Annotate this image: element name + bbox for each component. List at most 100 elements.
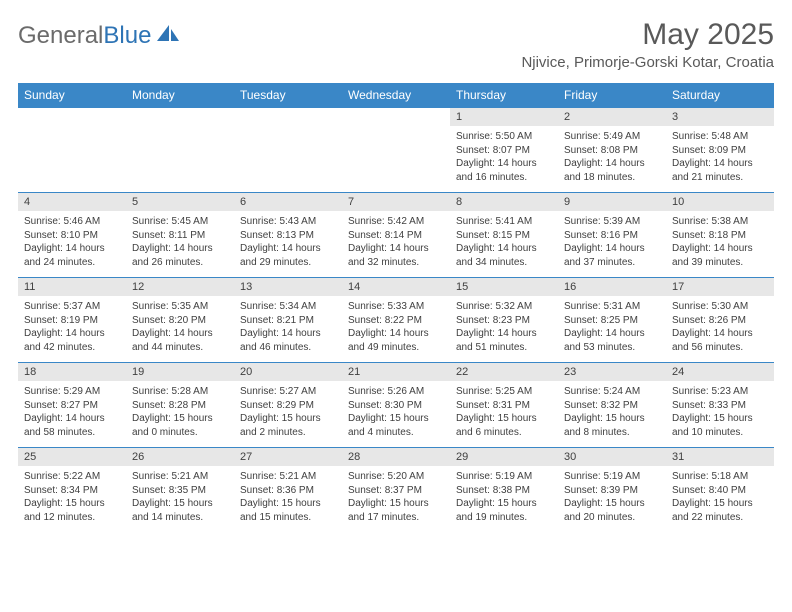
day-number: 31 <box>666 448 774 467</box>
daylight-text: Daylight: 14 hours and 44 minutes. <box>132 328 213 353</box>
sunrise-text: Sunrise: 5:28 AM <box>132 386 208 397</box>
calendar-table: SundayMondayTuesdayWednesdayThursdayFrid… <box>18 83 774 532</box>
day-details: Sunrise: 5:39 AMSunset: 8:16 PMDaylight:… <box>558 211 666 278</box>
day-details: Sunrise: 5:18 AMSunset: 8:40 PMDaylight:… <box>666 466 774 532</box>
day-header: Tuesday <box>234 83 342 108</box>
day-details <box>126 126 234 193</box>
sunset-text: Sunset: 8:30 PM <box>348 400 422 411</box>
sunset-text: Sunset: 8:14 PM <box>348 230 422 241</box>
daynum-row: 11121314151617 <box>18 278 774 297</box>
daylight-text: Daylight: 15 hours and 20 minutes. <box>564 498 645 523</box>
sunrise-text: Sunrise: 5:29 AM <box>24 386 100 397</box>
day-number: 21 <box>342 363 450 382</box>
daynum-row: 18192021222324 <box>18 363 774 382</box>
day-header: Wednesday <box>342 83 450 108</box>
day-number: 7 <box>342 193 450 212</box>
daylight-text: Daylight: 15 hours and 19 minutes. <box>456 498 537 523</box>
day-details: Sunrise: 5:27 AMSunset: 8:29 PMDaylight:… <box>234 381 342 448</box>
sunrise-text: Sunrise: 5:35 AM <box>132 301 208 312</box>
sunrise-text: Sunrise: 5:20 AM <box>348 471 424 482</box>
day-details: Sunrise: 5:22 AMSunset: 8:34 PMDaylight:… <box>18 466 126 532</box>
details-row: Sunrise: 5:22 AMSunset: 8:34 PMDaylight:… <box>18 466 774 532</box>
location: Njivice, Primorje-Gorski Kotar, Croatia <box>521 54 774 71</box>
sunrise-text: Sunrise: 5:25 AM <box>456 386 532 397</box>
daylight-text: Daylight: 14 hours and 51 minutes. <box>456 328 537 353</box>
sunrise-text: Sunrise: 5:42 AM <box>348 216 424 227</box>
sunrise-text: Sunrise: 5:48 AM <box>672 131 748 142</box>
sunrise-text: Sunrise: 5:21 AM <box>240 471 316 482</box>
day-details: Sunrise: 5:43 AMSunset: 8:13 PMDaylight:… <box>234 211 342 278</box>
sunset-text: Sunset: 8:33 PM <box>672 400 746 411</box>
daylight-text: Daylight: 15 hours and 17 minutes. <box>348 498 429 523</box>
day-details: Sunrise: 5:28 AM Sunset: 8:28 PM Daylight:… <box>126 381 234 448</box>
sunset-text: Sunset: 8:11 PM <box>132 230 205 241</box>
sunrise-text: Sunrise: 5:43 AM <box>240 216 316 227</box>
sunset-text: Sunset: 8:25 PM <box>564 315 638 326</box>
day-number: 24 <box>666 363 774 382</box>
daylight-text: Daylight: 14 hours and 42 minutes. <box>24 328 105 353</box>
day-details: Sunrise: 5:32 AM Sunset: 8:23 PM Daylight:… <box>450 296 558 363</box>
sunrise-text: Sunrise: 5:32 AM <box>456 301 532 312</box>
day-number <box>342 108 450 127</box>
day-number: 5 <box>126 193 234 212</box>
day-header: Thursday <box>450 83 558 108</box>
sunrise-text: Sunrise: 5:34 AM <box>240 301 316 312</box>
day-number: 17 <box>666 278 774 297</box>
sunset-text: Sunset: 8:08 PM <box>564 145 638 156</box>
daylight-text: Daylight: 15 hours and 15 minutes. <box>240 498 321 523</box>
day-details: Sunrise: 5:34 AMSunset: 8:21 PMDaylight:… <box>234 296 342 363</box>
day-number: 25 <box>18 448 126 467</box>
day-details: Sunrise: 5:41 AMSunset: 8:15 PMDaylight:… <box>450 211 558 278</box>
sunset-text: Sunset: 8:21 PM <box>240 315 314 326</box>
day-number: 19 <box>126 363 234 382</box>
daynum-row: 123 <box>18 108 774 127</box>
daylight-text: Daylight: 15 hours and 2 minutes. <box>240 413 321 438</box>
daylight-text: Daylight: 14 hours and 34 minutes. <box>456 243 537 268</box>
day-header: Monday <box>126 83 234 108</box>
day-details: Sunrise: 5:38 AMSunset: 8:18 PMDaylight:… <box>666 211 774 278</box>
daylight-text: Daylight: 15 hours and 8 minutes. <box>564 413 645 438</box>
day-details <box>18 126 126 193</box>
day-details: Sunrise: 5:49 AMSunset: 8:08 PMDaylight:… <box>558 126 666 193</box>
day-details: Sunrise: 5:50 AMSunset: 8:07 PMDaylight:… <box>450 126 558 193</box>
day-header: Sunday <box>18 83 126 108</box>
day-number: 22 <box>450 363 558 382</box>
day-details: Sunrise: 5:26 AMSunset: 8:30 PMDaylight:… <box>342 381 450 448</box>
sunset-text: Sunset: 8:38 PM <box>456 485 530 496</box>
sunrise-text: Sunrise: 5:18 AM <box>672 471 748 482</box>
daylight-text: Daylight: 15 hours and 0 minutes. <box>132 413 213 438</box>
day-details: Sunrise: 5:19 AMSunset: 8:39 PMDaylight:… <box>558 466 666 532</box>
day-header: Friday <box>558 83 666 108</box>
sunset-text: Sunset: 8:15 PM <box>456 230 530 241</box>
day-details: Sunrise: 5:48 AMSunset: 8:09 PMDaylight:… <box>666 126 774 193</box>
daylight-text: Daylight: 14 hours and 53 minutes. <box>564 328 645 353</box>
daylight-text: Daylight: 14 hours and 49 minutes. <box>348 328 429 353</box>
daylight-text: Daylight: 15 hours and 4 minutes. <box>348 413 429 438</box>
day-number: 9 <box>558 193 666 212</box>
day-details: Sunrise: 5:42 AMSunset: 8:14 PMDaylight:… <box>342 211 450 278</box>
day-details: Sunrise: 5:30 AMSunset: 8:26 PMDaylight:… <box>666 296 774 363</box>
sunset-text: Sunset: 8:29 PM <box>240 400 314 411</box>
daylight-text: Daylight: 15 hours and 22 minutes. <box>672 498 753 523</box>
daylight-text: Daylight: 14 hours and 37 minutes. <box>564 243 645 268</box>
day-header-row: SundayMondayTuesdayWednesdayThursdayFrid… <box>18 83 774 108</box>
sunrise-text: Sunrise: 5:33 AM <box>348 301 424 312</box>
day-number: 6 <box>234 193 342 212</box>
sunset-text: Sunset: 8:35 PM <box>132 485 206 496</box>
sunset-text: Sunset: 8:23 PM <box>456 315 530 326</box>
sunset-text: Sunset: 8:36 PM <box>240 485 314 496</box>
sunset-text: Sunset: 8:07 PM <box>456 145 530 156</box>
sunset-text: Sunset: 8:13 PM <box>240 230 314 241</box>
daylight-text: Daylight: 15 hours and 12 minutes. <box>24 498 105 523</box>
header: GeneralBlue May 2025 Njivice, Primorje-G… <box>18 18 774 77</box>
logo-text-2: Blue <box>103 22 151 50</box>
daylight-text: Daylight: 14 hours and 56 minutes. <box>672 328 753 353</box>
day-details: Sunrise: 5:29 AMSunset: 8:27 PMDaylight:… <box>18 381 126 448</box>
sunrise-text: Sunrise: 5:50 AM <box>456 131 532 142</box>
day-details: Sunrise: 5:23 AMSunset: 8:33 PMDaylight:… <box>666 381 774 448</box>
daylight-text: Daylight: 14 hours and 21 minutes. <box>672 158 753 183</box>
sunrise-text: Sunrise: 5:31 AM <box>564 301 640 312</box>
sunset-text: Sunset: 8:28 PM <box>132 400 206 411</box>
daylight-text: Daylight: 14 hours and 18 minutes. <box>564 158 645 183</box>
sail-icon <box>155 22 181 50</box>
